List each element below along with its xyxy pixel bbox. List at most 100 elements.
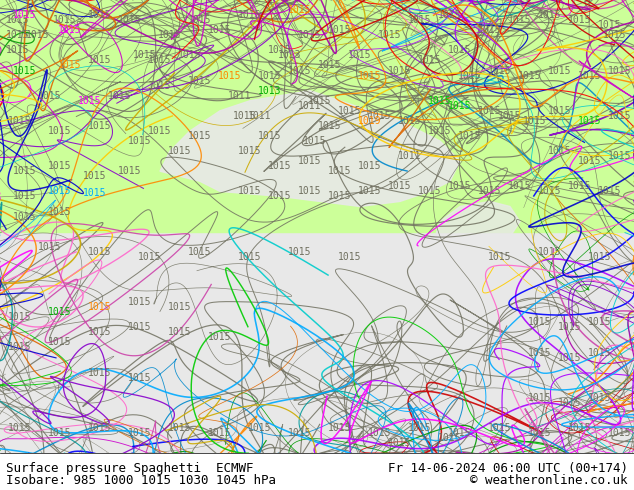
Text: 1011: 1011 xyxy=(228,91,252,100)
Text: 1015: 1015 xyxy=(48,161,72,171)
Text: 1015: 1015 xyxy=(6,15,30,25)
Text: 1015: 1015 xyxy=(88,368,112,378)
Text: 1015: 1015 xyxy=(398,116,422,126)
Text: 1015: 1015 xyxy=(88,423,112,433)
Text: 1015: 1015 xyxy=(438,10,462,20)
Text: 1015: 1015 xyxy=(58,25,82,35)
Text: 1015: 1015 xyxy=(208,25,232,35)
Text: 1015: 1015 xyxy=(478,186,501,196)
Text: Surface pressure Spaghetti  ECMWF: Surface pressure Spaghetti ECMWF xyxy=(6,463,254,475)
Text: 1015: 1015 xyxy=(88,55,112,66)
Text: 1015: 1015 xyxy=(308,96,332,106)
Text: 1015: 1015 xyxy=(548,106,572,116)
Text: 1015: 1015 xyxy=(208,428,232,438)
Text: 1015: 1015 xyxy=(13,66,37,75)
Text: 1015: 1015 xyxy=(48,338,72,347)
Text: 1015: 1015 xyxy=(458,131,482,141)
Polygon shape xyxy=(160,91,460,206)
Text: 1015: 1015 xyxy=(428,96,452,106)
Text: 1015: 1015 xyxy=(448,428,472,438)
Text: 1015: 1015 xyxy=(238,252,262,262)
Text: 1015: 1015 xyxy=(538,10,562,20)
Text: 1015: 1015 xyxy=(58,60,82,71)
Text: 1015: 1015 xyxy=(528,347,552,358)
Text: 1015: 1015 xyxy=(418,55,442,66)
Text: 1015: 1015 xyxy=(88,121,112,131)
Text: 1015: 1015 xyxy=(498,111,522,121)
Text: 1015: 1015 xyxy=(88,327,112,338)
Text: 1015: 1015 xyxy=(188,75,212,86)
Text: 1015: 1015 xyxy=(568,15,592,25)
Text: 1015: 1015 xyxy=(168,327,191,338)
Text: 1015: 1015 xyxy=(428,126,452,136)
Text: 1015: 1015 xyxy=(178,50,202,60)
Text: 1015: 1015 xyxy=(83,188,107,198)
Text: 1015: 1015 xyxy=(608,151,631,161)
Text: 1015: 1015 xyxy=(38,242,61,252)
Text: 1015: 1015 xyxy=(268,161,292,171)
Text: 1011: 1011 xyxy=(249,111,272,121)
Text: 1015: 1015 xyxy=(128,322,152,332)
Text: 1015: 1015 xyxy=(88,247,112,257)
Text: Fr 14-06-2024 06:00 UTC (00+174): Fr 14-06-2024 06:00 UTC (00+174) xyxy=(387,463,628,475)
Text: 1015: 1015 xyxy=(458,71,482,80)
Text: 1015: 1015 xyxy=(6,46,30,55)
Text: 1015: 1015 xyxy=(128,297,152,307)
Text: 1015: 1015 xyxy=(378,30,402,40)
Text: 1015: 1015 xyxy=(358,186,382,196)
Text: 1015: 1015 xyxy=(138,252,162,262)
Text: 1015: 1015 xyxy=(258,131,281,141)
Text: 1015: 1015 xyxy=(8,423,32,433)
Text: © weatheronline.co.uk: © weatheronline.co.uk xyxy=(470,474,628,487)
Text: 1015: 1015 xyxy=(208,332,232,343)
Text: 1015: 1015 xyxy=(268,192,292,201)
Text: 1015: 1015 xyxy=(288,247,312,257)
Text: 1015: 1015 xyxy=(528,428,552,438)
Text: 1015: 1015 xyxy=(588,252,612,262)
Text: 1015: 1015 xyxy=(48,126,72,136)
Text: 1015: 1015 xyxy=(328,423,352,433)
Text: 1015: 1015 xyxy=(78,96,101,106)
Text: 1015: 1015 xyxy=(13,212,37,221)
Text: 1015: 1015 xyxy=(568,423,592,433)
Text: 1015: 1015 xyxy=(478,25,501,35)
Text: 1015: 1015 xyxy=(168,302,191,312)
Text: 1015: 1015 xyxy=(108,91,132,100)
Text: 1015: 1015 xyxy=(238,146,262,156)
Text: 1015: 1015 xyxy=(388,438,411,448)
Text: 1011: 1011 xyxy=(298,101,321,111)
Text: 1015: 1015 xyxy=(603,30,627,40)
Text: 1015: 1015 xyxy=(408,15,432,25)
Polygon shape xyxy=(0,0,634,453)
Text: 1015: 1015 xyxy=(288,66,312,75)
Text: 1015: 1015 xyxy=(318,121,342,131)
Text: 1015: 1015 xyxy=(588,347,612,358)
Text: 1015: 1015 xyxy=(233,111,257,121)
Text: 1015: 1015 xyxy=(588,318,612,327)
Text: 1015: 1015 xyxy=(48,206,72,217)
Text: 1015: 1015 xyxy=(288,428,312,438)
Text: 1015: 1015 xyxy=(528,393,552,403)
Text: 1015: 1015 xyxy=(488,66,512,75)
Text: 1015: 1015 xyxy=(488,252,512,262)
Text: 1015: 1015 xyxy=(578,71,602,80)
Text: 1015: 1015 xyxy=(298,156,321,166)
Text: 1015: 1015 xyxy=(53,15,77,25)
Text: 1015: 1015 xyxy=(38,91,61,100)
Text: 1015: 1015 xyxy=(128,428,152,438)
Text: 1015: 1015 xyxy=(249,423,272,433)
Text: 1015: 1015 xyxy=(298,30,321,40)
Text: 1015: 1015 xyxy=(358,71,382,80)
Text: 1015: 1015 xyxy=(608,66,631,75)
Text: 1015: 1015 xyxy=(348,50,372,60)
Text: 1015: 1015 xyxy=(298,186,321,196)
Text: 1013: 1013 xyxy=(258,86,281,96)
Text: 1015: 1015 xyxy=(88,10,112,20)
Text: 1015: 1015 xyxy=(26,30,49,40)
Text: 1015: 1015 xyxy=(258,71,281,80)
Text: Isobare: 985 1000 1015 1030 1045 hPa: Isobare: 985 1000 1015 1030 1045 hPa xyxy=(6,474,276,487)
Text: 1015: 1015 xyxy=(48,186,72,196)
Text: 1015: 1015 xyxy=(368,428,392,438)
Text: 1015: 1015 xyxy=(8,343,32,352)
Text: 1015: 1015 xyxy=(119,15,142,25)
